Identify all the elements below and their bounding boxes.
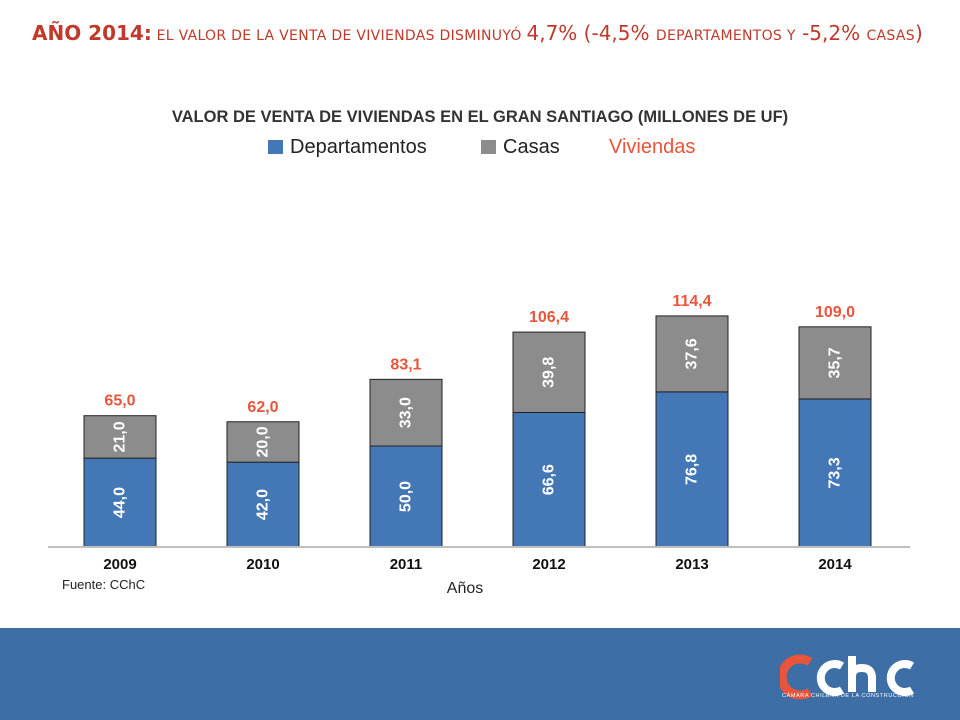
legend-casas-swatch: [481, 140, 496, 154]
legend-viviendas-label: Viviendas: [609, 136, 695, 158]
bar-departamentos-2014: [798, 398, 872, 548]
label-casas-2014: 35,7: [827, 347, 844, 378]
bar-casas-2013: [655, 315, 729, 393]
headline-total-pct: 4,7%: [526, 21, 578, 45]
label-departamentos-2013: 76,8: [684, 454, 701, 485]
label-casas-2012: 39,8: [541, 357, 558, 388]
label-total-2011: 83,1: [390, 356, 421, 373]
label-departamentos-2011: 50,0: [398, 481, 415, 512]
label-total-2013: 114,4: [672, 293, 711, 310]
label-casas-2011: 33,0: [398, 397, 415, 428]
headline-part4: -5,2%: [795, 21, 867, 45]
headline-part5: CASAS: [866, 28, 915, 44]
logo-c2-icon: [886, 660, 915, 696]
logo-h-icon: [848, 656, 876, 692]
label-departamentos-2012: 66,6: [541, 464, 558, 495]
headline-part1: EL VALOR DE LA VENTA DE VIVIENDAS DISMIN…: [151, 28, 527, 44]
headline-lead: AÑO 2014:: [32, 21, 152, 45]
footer-band: [0, 628, 960, 720]
label-total-2012: 106,4: [529, 309, 569, 326]
slide-headline: AÑO 2014: EL VALOR DE LA VENTA DE VIVIEN…: [32, 18, 932, 52]
headline-part6: ): [914, 21, 923, 45]
bar-departamentos-2011: [369, 445, 443, 548]
x-tick-2013: 2013: [675, 556, 708, 573]
label-total-2014: 109,0: [815, 304, 855, 321]
headline-part3: DEPARTAMENTOS Y: [655, 28, 796, 44]
label-casas-2013: 37,6: [684, 338, 701, 369]
logo-c-icon: [816, 660, 845, 696]
chart-source: Fuente: CChC: [62, 577, 145, 592]
label-casas-2010: 20,0: [255, 426, 272, 457]
chart-title: VALOR DE VENTA DE VIVIENDAS EN EL GRAN S…: [172, 108, 788, 126]
legend-departamentos-swatch: [268, 140, 283, 154]
label-departamentos-2010: 42,0: [255, 489, 272, 520]
label-total-2009: 65,0: [104, 393, 135, 410]
bar-casas-2010: [226, 421, 300, 463]
legend-casas-label: Casas: [503, 136, 560, 158]
bar-casas-2012: [512, 331, 586, 413]
headline-part2: (-4,5%: [577, 21, 656, 45]
label-departamentos-2014: 73,3: [827, 457, 844, 488]
label-casas-2009: 21,0: [112, 421, 129, 452]
bar-casas-2011: [369, 378, 443, 447]
label-total-2010: 62,0: [247, 399, 278, 416]
legend-departamentos-label: Departamentos: [290, 136, 427, 158]
bar-departamentos-2009: [83, 457, 157, 548]
x-tick-2009: 2009: [103, 556, 136, 573]
cchc-logo: [780, 654, 915, 700]
logo-caption: CÁMARA CHILENA DE LA CONSTRUCCIÓN: [782, 693, 914, 699]
bar-casas-2014: [798, 326, 872, 400]
logo-red-c-icon: [780, 654, 813, 700]
stacked-bar-chart: VALOR DE VENTA DE VIVIENDAS EN EL GRAN S…: [48, 108, 910, 597]
x-tick-2012: 2012: [532, 556, 565, 573]
bar-casas-2009: [83, 415, 157, 459]
x-tick-2010: 2010: [246, 556, 279, 573]
x-tick-2014: 2014: [818, 556, 852, 573]
x-axis-title: Años: [447, 580, 483, 597]
label-departamentos-2009: 44,0: [112, 487, 129, 518]
x-tick-2011: 2011: [390, 556, 423, 573]
